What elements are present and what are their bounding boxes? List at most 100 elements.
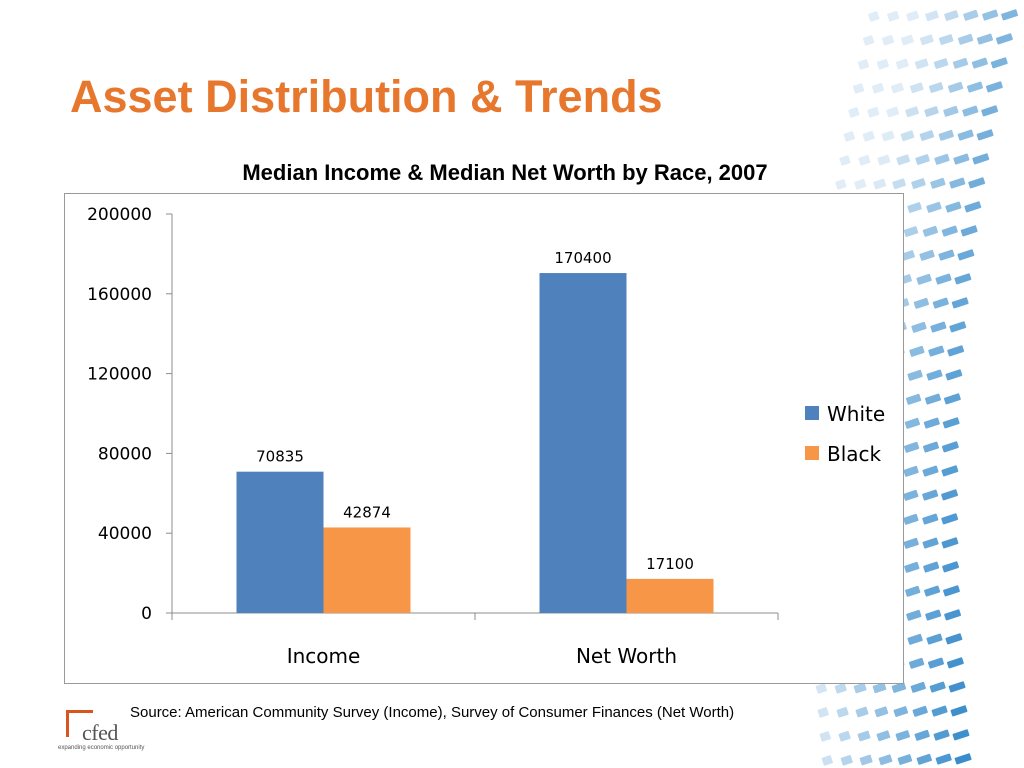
decor-dash: [834, 682, 847, 694]
decor-dash: [843, 131, 855, 142]
decor-dash: [919, 34, 934, 46]
decor-dash: [945, 201, 962, 213]
decor-dash: [924, 585, 941, 597]
data-label: 17100: [646, 555, 694, 573]
decor-dash: [887, 10, 900, 22]
decor-dash: [922, 441, 940, 453]
decor-dash: [892, 178, 906, 190]
decor-dash: [908, 657, 925, 669]
decor-dash: [848, 107, 860, 118]
decor-dash: [897, 754, 913, 765]
decor-dash: [886, 106, 900, 118]
decor-dash: [954, 273, 972, 285]
decor-dash: [953, 153, 970, 165]
category-label: Income: [287, 644, 361, 668]
decor-dash: [985, 81, 1003, 93]
decor-dash: [895, 58, 909, 70]
decor-dash: [949, 177, 966, 189]
decor-dash: [852, 83, 865, 94]
decor-dash: [947, 81, 964, 93]
chart-area: 0 40000 80000 120000 160000 200000 70835 42874 I…: [64, 193, 904, 684]
bar-black-net-worth: [626, 578, 714, 613]
decor-dash: [872, 682, 887, 694]
decor-dash: [931, 705, 948, 717]
decor-dash: [946, 657, 964, 669]
decor-dash: [905, 585, 921, 597]
decor-dash: [1001, 9, 1019, 21]
decor-dash: [907, 369, 923, 381]
decor-dash: [950, 705, 968, 717]
decor-dash: [890, 82, 904, 94]
decor-dash: [922, 489, 939, 501]
decor-dash: [838, 730, 851, 742]
decor-dash: [903, 226, 919, 237]
decor-dash: [911, 178, 926, 189]
decor-dash: [927, 657, 945, 669]
decor-dash: [907, 633, 923, 645]
decor-dash: [976, 129, 994, 141]
y-tick-label: 0: [141, 604, 152, 624]
decor-dash: [914, 58, 929, 70]
decor-dash: [941, 441, 959, 453]
decor-dash: [944, 10, 959, 21]
category-label: Net Worth: [576, 644, 677, 668]
decor-dash: [948, 681, 966, 693]
bar-black-income: [323, 527, 411, 613]
decor-dash: [881, 34, 895, 46]
decor-dash: [957, 33, 974, 45]
decor-dash: [919, 249, 935, 261]
decor-dash: [855, 706, 869, 718]
legend-label-black: Black: [827, 442, 882, 466]
decor-dash: [881, 130, 895, 142]
decor-dash: [926, 633, 943, 645]
y-tick-label: 40000: [98, 524, 152, 544]
decor-dash: [903, 441, 920, 453]
decor-dash: [942, 417, 960, 429]
logo-text: cfed: [82, 720, 118, 745]
decor-dash: [835, 179, 847, 190]
decor-dash: [922, 513, 939, 525]
decor-dash: [930, 321, 947, 333]
decor-dash: [862, 35, 875, 46]
y-tick-label: 200000: [87, 205, 152, 225]
decor-dash: [900, 34, 914, 46]
decor-dash: [947, 345, 965, 357]
decor-dash: [896, 154, 911, 166]
decor-dash: [906, 609, 922, 621]
decor-dash: [942, 561, 960, 573]
decor-dash: [941, 513, 959, 525]
decor-dash: [815, 683, 827, 694]
bar-white-net-worth: [539, 273, 627, 613]
logo-bracket-icon: [66, 710, 93, 737]
decor-dash: [966, 81, 984, 93]
data-label: 42874: [343, 503, 391, 521]
decor-dash: [916, 753, 932, 765]
decor-dash: [867, 106, 880, 118]
decor-dash: [893, 706, 909, 717]
decor-dash: [909, 345, 925, 357]
decor-dash: [904, 561, 920, 573]
decor-dash: [945, 633, 963, 645]
decor-dash: [957, 129, 974, 141]
decor-dash: [930, 177, 946, 189]
decor-dash: [873, 178, 887, 190]
decor-dash: [960, 225, 978, 237]
decor-dash: [862, 130, 875, 142]
y-tick-label: 120000: [87, 365, 152, 385]
legend-swatch-black: [805, 446, 819, 460]
decor-dash: [907, 202, 922, 213]
decor-dash: [957, 249, 975, 261]
decor-dash: [934, 153, 950, 165]
decor-dash: [910, 681, 926, 693]
decor-dash: [922, 465, 939, 477]
decor-dash: [923, 561, 940, 573]
logo-tagline: expanding economic opportunity: [58, 745, 145, 751]
decor-dash: [923, 417, 940, 429]
decor-dash: [971, 57, 988, 69]
decor-dash: [912, 705, 928, 717]
decor-dash: [928, 345, 945, 357]
decor-dash: [903, 537, 919, 549]
decor-dash: [938, 129, 954, 141]
decor-dash: [925, 10, 939, 22]
decor-dash: [903, 513, 919, 525]
